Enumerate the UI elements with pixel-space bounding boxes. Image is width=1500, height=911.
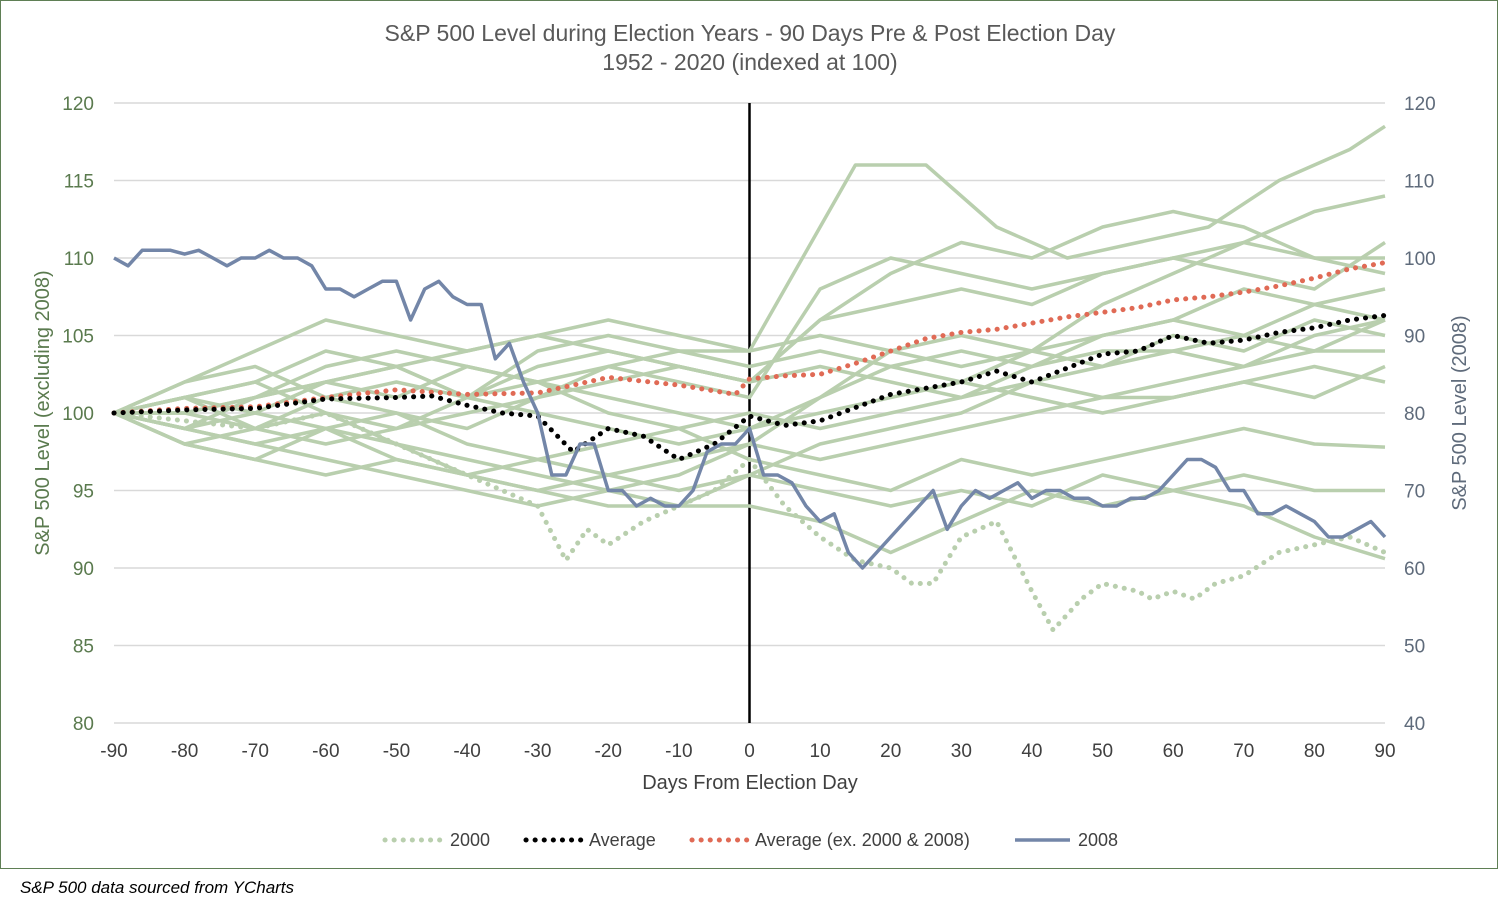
left-tick-label: 105 (62, 327, 94, 348)
x-tick-label: 0 (744, 741, 755, 762)
x-axis-title: Days From Election Day (642, 772, 858, 794)
legend-label: Average (589, 830, 656, 850)
right-tick-label: 40 (1404, 714, 1425, 735)
series-line-2008 (113, 248, 1387, 570)
legend-label: 2008 (1078, 830, 1118, 850)
chart-canvas: S&P 500 Level during Election Years - 90… (32, 20, 1471, 850)
background-year-line (113, 318, 1386, 431)
x-tick-label: -60 (312, 741, 339, 762)
background-year-line (114, 241, 1386, 415)
x-tick-label: -10 (665, 741, 692, 762)
series-line-2000 (111, 410, 1388, 633)
legend-label: Average (ex. 2000 & 2008) (755, 830, 970, 850)
x-tick-label: -40 (453, 741, 480, 762)
x-tick-label: 10 (810, 741, 831, 762)
x-tick-label: 40 (1021, 741, 1042, 762)
background-year-line (113, 287, 1386, 415)
x-tick-label: -90 (100, 741, 127, 762)
x-tick-label: 30 (951, 741, 972, 762)
chart-subtitle: 1952 - 2020 (indexed at 100) (602, 49, 897, 75)
x-tick-label: 20 (880, 741, 901, 762)
series-line-average (111, 312, 1388, 462)
x-tick-label: 70 (1233, 741, 1254, 762)
x-tick-label: 60 (1163, 741, 1184, 762)
x-tick-label: -30 (524, 741, 551, 762)
right-tick-label: 100 (1404, 249, 1436, 270)
left-axis-title: S&P 500 Level (excluding 2008) (32, 270, 54, 555)
right-axis-title: S&P 500 Level (2008) (1449, 315, 1471, 510)
left-axis-ticks: 120 115 110 105 100 95 90 85 80 (62, 94, 94, 735)
legend: 2000 Average Average (ex. 2000 & 2008) 2008 (382, 830, 1118, 850)
x-tick-label: -20 (595, 741, 622, 762)
x-tick-label: -80 (171, 741, 198, 762)
left-tick-label: 100 (62, 404, 94, 425)
right-tick-label: 70 (1404, 482, 1425, 503)
right-tick-label: 90 (1404, 327, 1425, 348)
background-year-lines (113, 124, 1386, 561)
left-tick-label: 115 (64, 172, 94, 193)
background-year-line (113, 411, 1385, 508)
x-tick-label: 50 (1092, 741, 1113, 762)
left-tick-label: 90 (73, 559, 94, 580)
right-tick-label: 60 (1404, 559, 1425, 580)
left-tick-label: 95 (73, 482, 94, 503)
chart-title: S&P 500 Level during Election Years - 90… (385, 20, 1116, 46)
source-note: S&P 500 data sourced from YCharts (20, 878, 295, 897)
right-tick-label: 120 (1404, 94, 1436, 115)
x-axis-ticks: -90 -80 -70 -60 -50 -40 -30 -20 -10 0 10 20 30 40 50 60… (100, 741, 1395, 762)
x-tick-label: 80 (1304, 741, 1325, 762)
series-line-average-ex-2000-2008- (111, 260, 1388, 416)
x-tick-label: -50 (383, 741, 410, 762)
legend-label: 2000 (450, 830, 490, 850)
left-tick-label: 120 (62, 94, 94, 115)
right-tick-label: 110 (1404, 172, 1434, 193)
right-axis-ticks: 120 110 100 90 80 70 60 50 40 (1404, 94, 1436, 735)
left-tick-label: 80 (73, 714, 94, 735)
highlighted-series (111, 248, 1388, 633)
left-tick-label: 85 (73, 637, 94, 658)
left-tick-label: 110 (64, 249, 94, 270)
background-year-line (113, 364, 1386, 493)
x-tick-label: 90 (1374, 741, 1395, 762)
right-tick-label: 50 (1404, 637, 1425, 658)
x-tick-label: -70 (241, 741, 268, 762)
right-tick-label: 80 (1404, 404, 1425, 425)
